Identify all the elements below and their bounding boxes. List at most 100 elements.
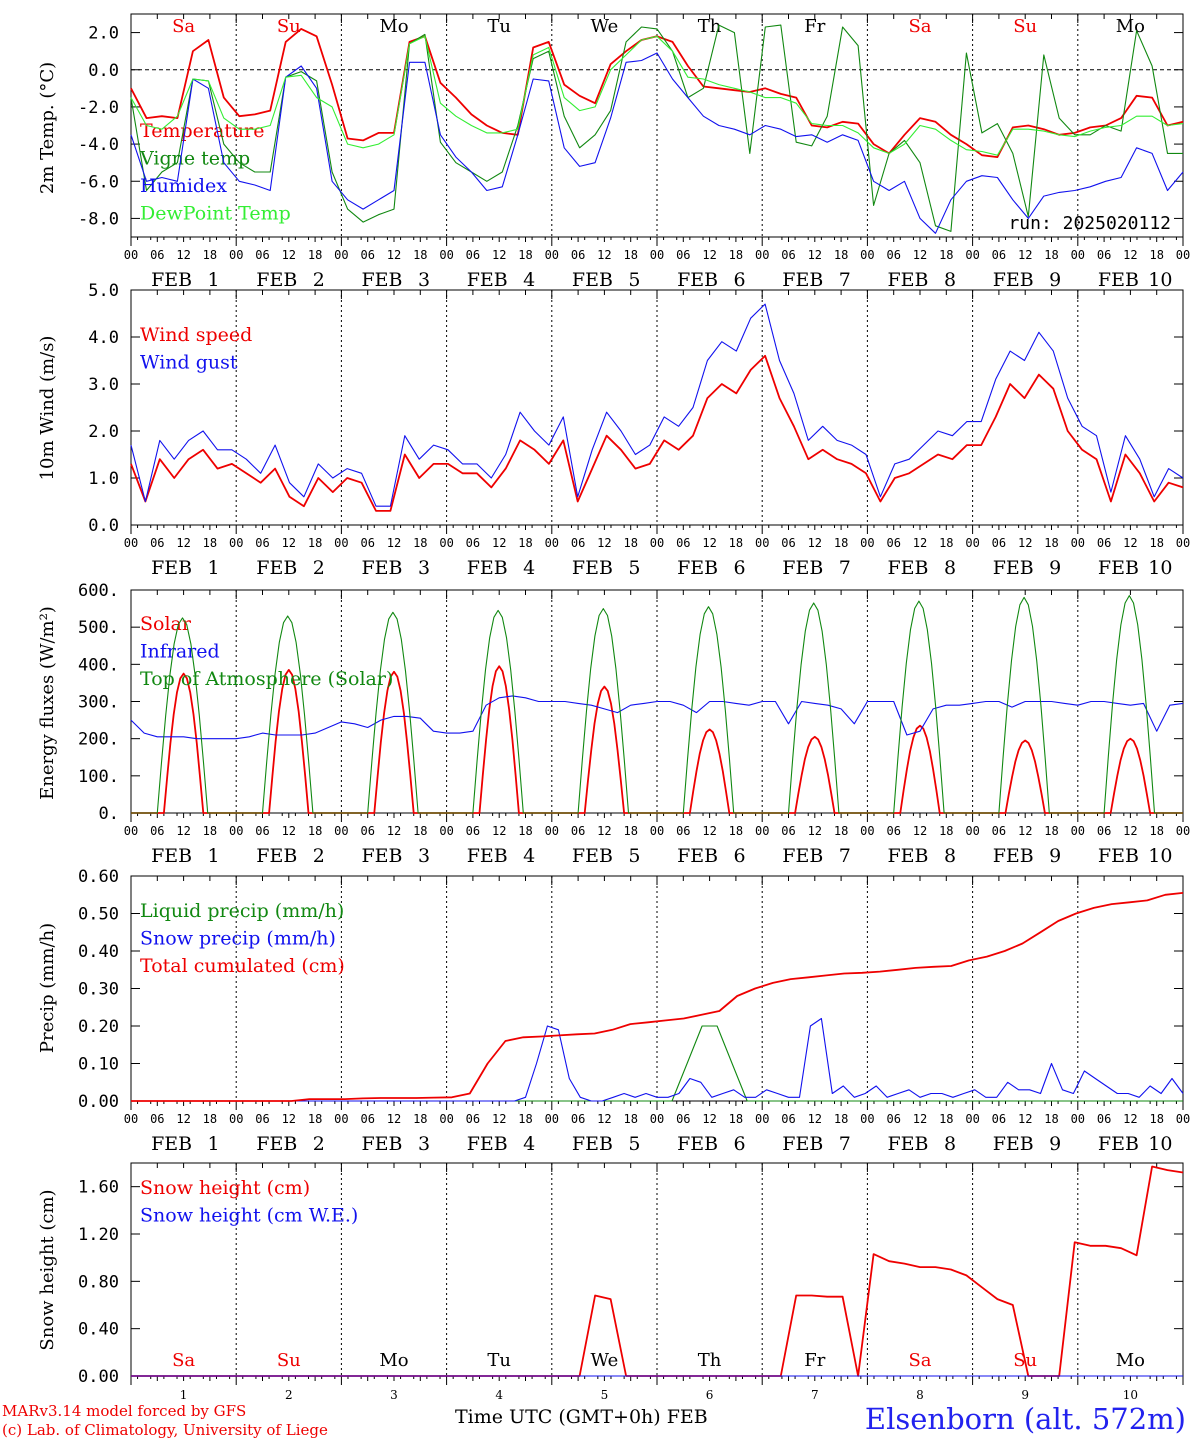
day-label: 9 [1049, 557, 1061, 579]
day-number-label: 10 [1123, 1388, 1138, 1402]
day-label: 5 [628, 269, 640, 291]
hour-tick-label: 06 [1097, 536, 1111, 550]
day-label: 8 [944, 557, 956, 579]
hour-tick-label: 18 [1044, 536, 1058, 550]
day-label: 5 [628, 845, 640, 867]
hour-tick-label: 06 [1097, 824, 1111, 838]
day-label: 9 [1049, 845, 1061, 867]
hour-tick-label: 00 [755, 1112, 769, 1126]
y-axis-label: Energy fluxes (W/m²) [37, 606, 58, 800]
month-label: FEB [256, 1133, 297, 1155]
hour-tick-label: 00 [334, 536, 348, 550]
hour-tick-label: 12 [808, 824, 822, 838]
weekday-label: We [591, 1350, 619, 1371]
hour-tick-label: 00 [545, 824, 559, 838]
series-line [130, 35, 1184, 156]
hour-tick-label: 18 [623, 1112, 637, 1126]
day-label: 1 [208, 557, 220, 579]
series-line [131, 1017, 1184, 1102]
hour-tick-label: 06 [466, 1112, 480, 1126]
legend-entry: Snow precip (mm/h) [140, 928, 336, 950]
day-label: 2 [313, 557, 325, 579]
legend-entry: Top of Atmosphere (Solar) [140, 668, 393, 690]
hour-tick-label: 06 [676, 1112, 690, 1126]
hour-tick-label: 12 [492, 536, 506, 550]
y-tick-label: 500. [78, 618, 119, 638]
hour-tick-label: 18 [1149, 824, 1163, 838]
hour-tick-label: 12 [913, 536, 927, 550]
y-tick-label: 0.0 [88, 61, 119, 81]
hour-tick-label: 00 [124, 1112, 138, 1126]
month-label: FEB [1098, 845, 1139, 867]
weekday-label: Su [277, 16, 301, 37]
hour-tick-label: 00 [1176, 248, 1190, 262]
hour-tick-label: 12 [282, 1112, 296, 1126]
hour-tick-label: 06 [255, 248, 269, 262]
day-label: 7 [839, 557, 851, 579]
y-tick-label: 0.40 [78, 1320, 119, 1340]
hour-tick-label: 12 [1018, 248, 1032, 262]
hour-tick-label: 18 [834, 824, 848, 838]
hour-tick-label: 12 [176, 824, 190, 838]
month-label: FEB [677, 845, 718, 867]
hour-tick-label: 12 [1123, 248, 1137, 262]
day-number-label: 8 [916, 1388, 924, 1402]
hour-tick-label: 18 [413, 1112, 427, 1126]
day-label: 1 [208, 845, 220, 867]
hour-tick-label: 00 [229, 1112, 243, 1126]
day-label: 2 [313, 845, 325, 867]
hour-tick-label: 12 [1018, 824, 1032, 838]
weekday-label: Fr [804, 16, 825, 37]
y-tick-label: -4.0 [78, 135, 119, 155]
hour-tick-label: 06 [255, 1112, 269, 1126]
weekday-label: Tu [487, 16, 511, 37]
hour-tick-label: 00 [860, 536, 874, 550]
model-credit: MARv3.14 model forced by GFS [2, 1402, 247, 1420]
hour-tick-label: 00 [545, 1112, 559, 1126]
hour-tick-label: 00 [229, 536, 243, 550]
series-line [130, 24, 1183, 232]
day-label: 8 [944, 1133, 956, 1155]
day-number-label: 3 [390, 1388, 398, 1402]
hour-tick-label: 12 [808, 1112, 822, 1126]
hour-tick-label: 00 [965, 824, 979, 838]
hour-tick-label: 06 [676, 536, 690, 550]
hour-tick-label: 12 [702, 824, 716, 838]
hour-tick-label: 06 [571, 248, 585, 262]
hour-tick-label: 18 [203, 536, 217, 550]
hour-tick-label: 18 [729, 248, 743, 262]
day-label: 2 [313, 269, 325, 291]
y-tick-label: 600. [78, 581, 119, 601]
hour-tick-label: 00 [229, 248, 243, 262]
hour-tick-label: 12 [808, 536, 822, 550]
day-label: 8 [944, 845, 956, 867]
hour-tick-label: 18 [834, 536, 848, 550]
hour-tick-label: 00 [1176, 1112, 1190, 1126]
legend-entry: Liquid precip (mm/h) [140, 900, 344, 922]
y-tick-label: 3.0 [88, 375, 119, 395]
hour-tick-label: 06 [571, 1112, 585, 1126]
month-label: FEB [782, 269, 823, 291]
hour-tick-label: 06 [466, 824, 480, 838]
hour-tick-label: 00 [334, 248, 348, 262]
day-number-label: 7 [811, 1388, 819, 1402]
day-number-label: 6 [706, 1388, 714, 1402]
month-label: FEB [993, 557, 1034, 579]
weekday-label: Mo [1116, 1350, 1145, 1371]
day-number-label: 5 [601, 1388, 609, 1402]
hour-tick-label: 12 [176, 1112, 190, 1126]
hour-tick-label: 00 [965, 248, 979, 262]
hour-tick-label: 06 [255, 824, 269, 838]
hour-tick-label: 00 [334, 1112, 348, 1126]
hour-tick-label: 00 [439, 1112, 453, 1126]
hour-tick-label: 00 [650, 1112, 664, 1126]
lab-credit: (c) Lab. of Climatology, University of L… [2, 1421, 328, 1439]
hour-tick-label: 06 [360, 248, 374, 262]
y-tick-label: 0.30 [78, 980, 119, 1000]
month-label: FEB [782, 845, 823, 867]
series-line [130, 52, 1184, 234]
hour-tick-label: 12 [1018, 1112, 1032, 1126]
month-label: FEB [887, 1133, 928, 1155]
hour-tick-label: 18 [729, 536, 743, 550]
month-label: FEB [993, 1133, 1034, 1155]
